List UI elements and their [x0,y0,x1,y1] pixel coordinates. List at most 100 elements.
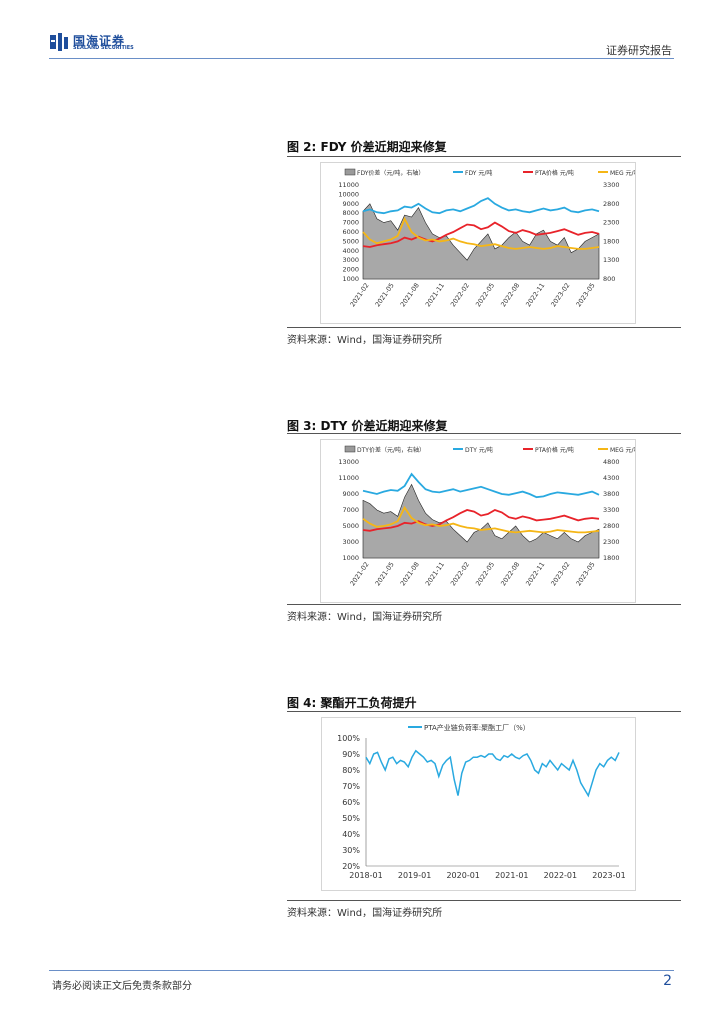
y-right-tick-label: 800 [603,275,615,283]
y-left-tick-label: 11000 [338,181,359,189]
logo-text-en: SEALAND SECURITIES [73,45,134,51]
y-right-tick-label: 1800 [603,554,620,562]
x-tick-label: 2022-11 [524,561,546,588]
legend-label: FDY 元/吨 [465,169,492,177]
x-tick-label: 2020-01 [446,871,479,880]
series-line [362,221,600,248]
y-right-tick-label: 3300 [603,181,620,189]
y-tick-label: 50% [342,814,360,823]
y-left-tick-label: 5000 [342,237,359,245]
y-left-tick-label: 6000 [342,228,359,236]
legend-label: PTA价格 元/吨 [535,446,574,454]
series-line [362,216,600,250]
series-line [365,749,620,798]
figure-2: 图 2: FDY 价差近期迎来修复 FDY价差（元/吨，右轴） FDY 元/吨 PT… [287,138,681,348]
x-tick-label: 2021-05 [374,282,396,309]
x-tick-label: 2021-02 [348,561,370,588]
legend-label: DTY 元/吨 [465,446,493,454]
y-left-tick-label: 3000 [342,538,359,546]
y-left-tick-label: 13000 [338,458,359,466]
figure-title: 图 3: DTY 价差近期迎来修复 [287,419,448,433]
x-tick-label: 2022-05 [474,561,496,588]
x-tick-label: 2021-05 [374,561,396,588]
figure-bottom-rule [287,327,681,328]
figure-top-rule [287,711,681,712]
y-left-tick-label: 4000 [342,247,359,255]
page-header: 国海证券 SEALAND SECURITIES 证券研究报告 [0,0,724,62]
x-tick-label: 2021-01 [495,871,528,880]
series-line [362,505,600,534]
logo-text-cn: 国海证券 [73,34,126,48]
x-tick-label: 2023-01 [592,871,625,880]
chart-container: FDY价差（元/吨，右轴） FDY 元/吨 PTA价格 元/吨 MEG 元/吨 1100… [320,162,640,324]
x-tick-label: 2023-05 [574,282,596,309]
x-tick-label: 2021-02 [348,282,370,309]
y-right-tick-label: 2300 [603,219,620,227]
spread-area-series [362,483,600,559]
x-tick-label: 2021-11 [424,561,446,588]
y-right-tick-label: 2800 [603,522,620,530]
y-tick-label: 80% [342,766,360,775]
series-line [362,509,600,532]
y-tick-label: 90% [342,750,360,759]
y-left-tick-label: 1000 [342,275,359,283]
y-left-tick-label: 7000 [342,219,359,227]
x-tick-label: 2018-01 [349,871,382,880]
y-right-tick-label: 2800 [603,200,620,208]
y-left-tick-label: 5000 [342,522,359,530]
page-number: 2 [663,973,672,989]
y-left-tick-label: 9000 [342,200,359,208]
x-tick-label: 2022-05 [474,282,496,309]
y-right-tick-label: 3800 [603,490,620,498]
figure-source: 资料来源：Wind，国海证券研究所 [287,335,443,346]
y-left-tick-label: 8000 [342,209,359,217]
x-tick-label: 2019-01 [398,871,431,880]
y-right-tick-label: 3300 [603,506,620,514]
legend-swatch [344,445,356,453]
x-tick-label: 2022-01 [544,871,577,880]
figure-title: 图 2: FDY 价差近期迎来修复 [287,140,447,154]
company-logo: 国海证券 SEALAND SECURITIES [49,32,139,52]
footer-divider [49,970,674,971]
figure-title: 图 4: 聚酯开工负荷提升 [287,696,417,710]
y-tick-label: 40% [342,830,360,839]
dty-spread-chart: DTY价差（元/吨，右轴） DTY 元/吨 PTA价格 元/吨 MEG 元/吨 1300… [338,445,640,588]
x-tick-label: 2022-08 [499,561,521,588]
chart-container: DTY价差（元/吨，右轴） DTY 元/吨 PTA价格 元/吨 MEG 元/吨 1300… [320,439,640,603]
x-tick-label: 2023-02 [549,561,571,588]
figure-source: 资料来源：Wind，国海证券研究所 [287,908,443,919]
sealand-logo-icon [50,33,68,51]
y-right-tick-label: 1800 [603,237,620,245]
report-type-label: 证券研究报告 [606,44,672,57]
fdy-spread-chart: FDY价差（元/吨，右轴） FDY 元/吨 PTA价格 元/吨 MEG 元/吨 1100… [338,168,640,309]
y-left-tick-label: 2000 [342,266,359,274]
y-right-tick-label: 1300 [603,256,620,264]
x-tick-label: 2023-05 [574,561,596,588]
legend-label: PTA产业链负荷率:聚酯工厂（%） [424,723,530,732]
figure-source: 资料来源：Wind，国海证券研究所 [287,612,443,623]
x-tick-label: 2021-08 [399,561,421,588]
x-tick-label: 2022-08 [499,282,521,309]
legend-swatch [344,168,356,176]
legend-label: MEG 元/吨 [610,446,635,454]
polyester-load-chart: PTA产业链负荷率:聚酯工厂（%） 100% 90% 80% 70% 60% 50% 40% 3… [337,723,626,880]
x-tick-label: 2021-08 [399,282,421,309]
y-tick-label: 20% [342,862,360,871]
y-right-tick-label: 4300 [603,474,620,482]
x-tick-label: 2022-02 [449,561,471,588]
figure-top-rule [287,156,681,157]
y-right-tick-label: 4800 [603,458,620,466]
figure-4: 图 4: 聚酯开工负荷提升 PTA产业链负荷率:聚酯工厂（%） 100% 90% 80… [287,694,681,919]
legend-label: MEG 元/吨 [610,169,635,177]
legend-label: PTA价格 元/吨 [535,169,574,177]
legend-label: FDY价差（元/吨，右轴） [357,169,424,177]
y-left-tick-label: 1000 [342,554,359,562]
figure-bottom-rule [287,900,681,901]
series-line [362,197,600,215]
footer-disclaimer: 请务必阅读正文后免责条款部分 [52,981,192,992]
x-tick-label: 2023-02 [549,282,571,309]
y-tick-label: 60% [342,798,360,807]
header-divider [49,58,674,59]
y-right-tick-label: 2300 [603,538,620,546]
y-left-tick-label: 10000 [338,190,359,198]
